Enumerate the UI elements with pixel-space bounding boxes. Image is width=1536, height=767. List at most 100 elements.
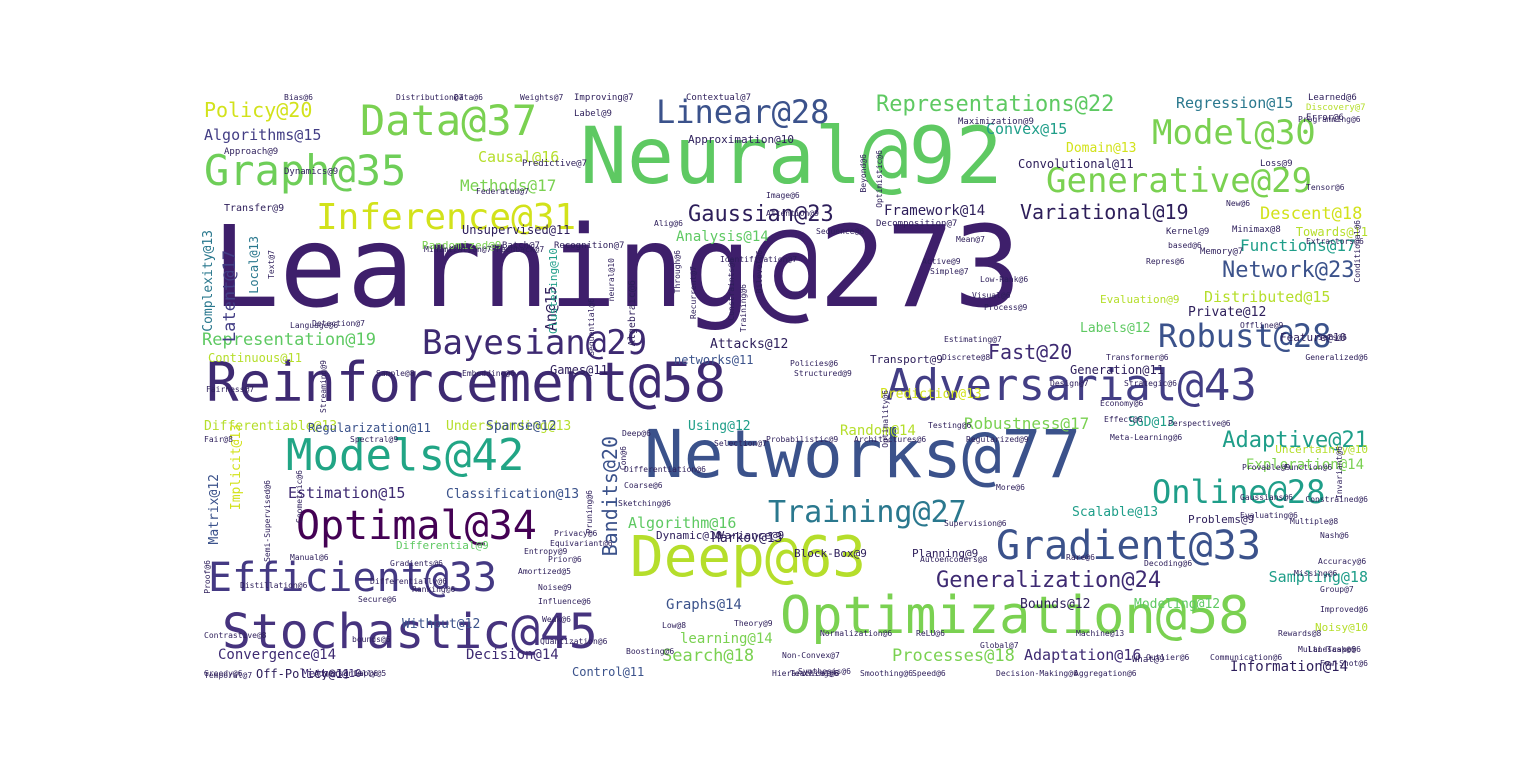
word: Convolutional@11 (1018, 157, 1134, 171)
word: Conditional@6 (1353, 220, 1362, 283)
word: Accuracy@6 (1318, 557, 1367, 566)
word: Theory@9 (734, 619, 773, 628)
word: Unsupervised@11 (462, 223, 571, 237)
word: Bounds@12 (1020, 597, 1091, 612)
word: Complexity@13 (201, 230, 216, 332)
word: Manual@6 (290, 553, 329, 562)
word: Domain@13 (1066, 141, 1137, 156)
word: Block-Box@9 (794, 547, 867, 560)
word: Functions@17 (1240, 236, 1356, 255)
word: Evaluating@6 (1240, 511, 1298, 520)
word: Variational@19 (1020, 200, 1189, 224)
word: Attacks@12 (710, 337, 789, 352)
word: Temporal@7 (204, 671, 253, 680)
word: Decoding@6 (1144, 559, 1193, 568)
word: Meta-Learning@6 (1110, 433, 1183, 442)
word: Adversarially@5 (314, 669, 387, 678)
word: Online@28 (1152, 473, 1326, 511)
word: Rewards@8 (1278, 629, 1322, 638)
word: Decision@14 (466, 647, 559, 663)
word: Process@9 (984, 303, 1028, 312)
word: Robustness@17 (964, 414, 1090, 433)
word: Modeling@12 (1134, 597, 1221, 612)
word: Processes@18 (892, 646, 1015, 666)
word: Training@27 (768, 495, 967, 530)
word: Improved@6 (1320, 605, 1369, 614)
word: Probabilistic@9 (766, 435, 839, 444)
word: Differentiable@13 (204, 419, 338, 434)
word: Greedy@6 (204, 669, 243, 678)
word: Gaussian@23 (688, 202, 834, 227)
word: Low-Rank@6 (980, 275, 1029, 284)
word: Causal@16 (478, 148, 560, 166)
word: Data@6 (454, 93, 483, 102)
word: Training@6 (739, 284, 748, 333)
word: Exploration@14 (1246, 457, 1365, 473)
word: Minimization@7 (424, 245, 492, 254)
word: Continuous@11 (208, 351, 302, 365)
word: Uncertainty@10 (1275, 443, 1368, 456)
word: Generation@11 (1070, 363, 1164, 377)
word: Economy@6 (1100, 399, 1144, 408)
word: Algorithms@15 (204, 126, 322, 144)
word: Latent@17 (220, 250, 240, 343)
word: Hierarchical@6 (772, 669, 840, 678)
word: Dynamic@10 (656, 529, 723, 542)
word: Convex@15 (986, 120, 1068, 138)
word: SGD@13 (1128, 415, 1175, 430)
word: Amortized@5 (518, 567, 571, 576)
word: Recognition@7 (554, 241, 625, 251)
word: Bias@6 (284, 93, 313, 102)
word: Nash@6 (1320, 531, 1349, 540)
word: Fair@8 (204, 435, 233, 444)
word: What@9 (1132, 655, 1165, 665)
word: Reinforcement@58 (206, 351, 727, 414)
word: Weights@7 (520, 93, 564, 102)
word: Multiple@8 (1290, 517, 1339, 526)
word: Towards@11 (1295, 225, 1368, 239)
word: Architectures@6 (854, 435, 927, 444)
word: Sequential@6 (587, 298, 596, 356)
word: Provable@9 (1242, 463, 1291, 472)
word: Generalization@24 (936, 568, 1162, 593)
word: Efficient@33 (208, 555, 497, 601)
word: Feature@10 (1280, 331, 1347, 344)
word: Federated@7 (476, 187, 529, 196)
word: Distribution@7 (396, 93, 464, 102)
word: based@6 (1168, 241, 1202, 250)
word: Extractors@6 (1306, 237, 1364, 246)
word: Discrete@8 (942, 353, 991, 362)
word: Fairness@7 (206, 385, 255, 394)
word: bounds@6 (352, 635, 391, 644)
word: Loss@9 (1260, 159, 1293, 169)
word: Gaussians@6 (1240, 493, 1293, 502)
word: Beyond@6 (859, 154, 868, 193)
word: Estimating@7 (944, 335, 1002, 344)
word: Testing@6 (928, 421, 972, 430)
word: ReLU@6 (916, 629, 945, 638)
word: Landscape@6 (1308, 645, 1361, 654)
word: Pruning@6 (585, 490, 594, 534)
word: Fast@20 (988, 340, 1073, 364)
word: Network@23 (1222, 258, 1355, 283)
word: Privacy@6 (554, 529, 598, 538)
word: Using@12 (688, 419, 751, 434)
word: Detection@7 (312, 319, 365, 328)
word: Embedding@6 (462, 369, 515, 378)
word: Transfer@9 (224, 203, 285, 214)
word: Learned@6 (1308, 93, 1357, 103)
word: Graphs@14 (666, 597, 742, 613)
word: Visual@6 (972, 291, 1011, 300)
word: Matrix@12 (207, 474, 222, 545)
word: Sketching@6 (618, 499, 671, 508)
word: Local@13 (247, 236, 261, 294)
word: Evaluation@9 (1100, 293, 1180, 306)
word: Attention@9 (766, 209, 819, 218)
word: Image@6 (766, 191, 800, 200)
word: learning@14 (680, 631, 773, 647)
word: Gap@6 (354, 669, 379, 678)
word: Control@11 (572, 665, 645, 679)
word: Normalization@6 (820, 629, 893, 638)
word: Representations@22 (876, 92, 1115, 117)
word: Batch@7 (502, 241, 540, 251)
